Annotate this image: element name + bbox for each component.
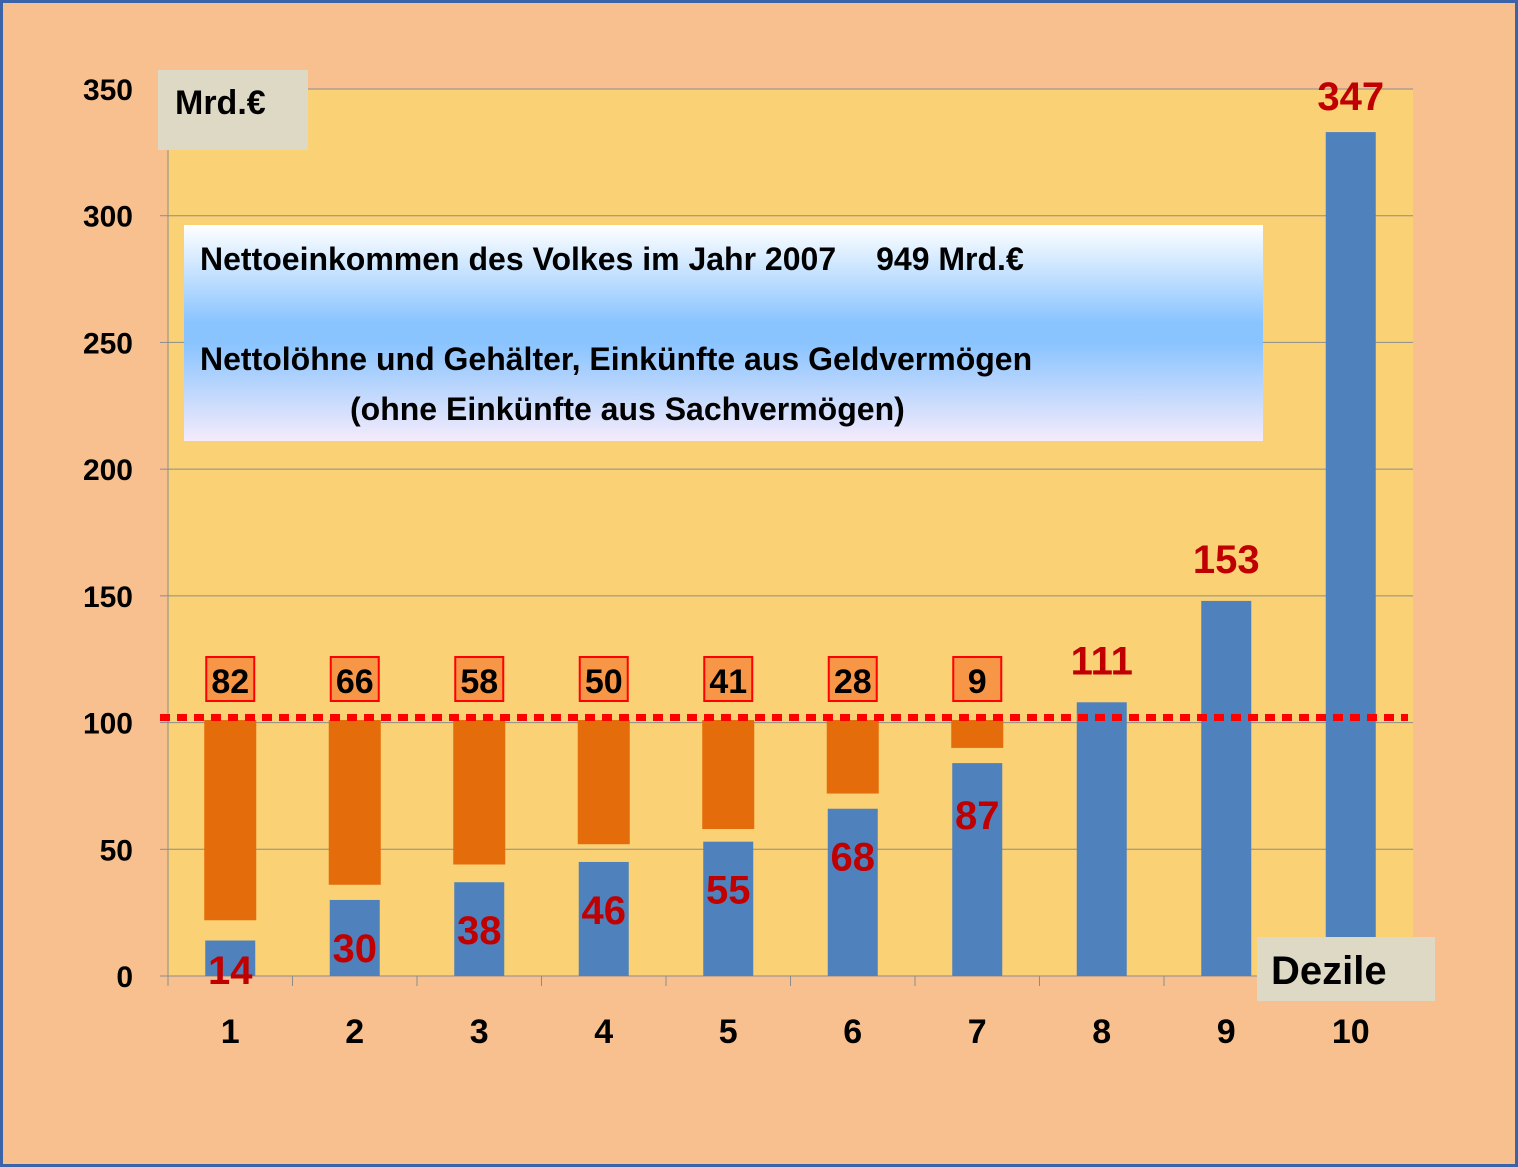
value-label: 87 (955, 794, 1000, 838)
value-labels: 82 66 58 50 41 28 9 14 30 38 46 55 68 87 111 153 347 (205, 75, 1384, 993)
info-line-3: (ohne Einkünfte aus Sachvermögen) (350, 391, 905, 427)
gap-label-box (578, 656, 629, 702)
gap-label: 66 (336, 663, 374, 701)
axis-label-box: Dezile (1257, 937, 1435, 1001)
value-label: 14 (208, 949, 253, 993)
bar (827, 808, 878, 976)
gap-label: 9 (968, 663, 987, 701)
value-label: 46 (582, 889, 627, 933)
info-line-1: Nettoeinkommen des Volkes im Jahr 2007 94… (200, 241, 1024, 278)
bar (703, 841, 754, 976)
x-tick-label: 5 (719, 1013, 738, 1051)
y-tick-label: 200 (83, 454, 133, 487)
gap-label: 50 (585, 663, 623, 701)
gap-bar (204, 720, 257, 921)
x-tick-label: 2 (345, 1013, 364, 1051)
value-label: 68 (831, 836, 876, 880)
gap-label-box (703, 656, 754, 702)
bars (205, 132, 1376, 976)
x-tick-label: 6 (843, 1013, 862, 1051)
gap-label-box (827, 656, 878, 702)
x-tick-label: 4 (594, 1013, 613, 1051)
value-label: 111 (1071, 639, 1133, 683)
unit-label: Mrd.€ (175, 84, 266, 122)
x-tick-label: 10 (1332, 1013, 1370, 1051)
value-label: 55 (706, 869, 751, 913)
gap-bar (702, 720, 755, 830)
gap-label-box (454, 656, 505, 702)
bar (1325, 132, 1376, 976)
y-tick-label: 100 (83, 708, 133, 741)
info-box: Nettoeinkommen des Volkes im Jahr 2007 94… (184, 225, 1263, 441)
gap-label-box (205, 656, 256, 702)
info-amount: 949 Mrd.€ (876, 241, 1024, 277)
info-title: Nettoeinkommen des Volkes im Jahr 2007 (200, 241, 837, 277)
y-tick-label: 300 (83, 201, 133, 234)
bar (329, 899, 380, 976)
gap-label: 28 (834, 663, 872, 701)
x-axis-label: Dezile (1271, 949, 1387, 993)
bar (1201, 600, 1252, 976)
gap-label: 58 (460, 663, 498, 701)
gap-label-box (952, 656, 1003, 702)
value-label: 153 (1193, 538, 1260, 582)
gap-bars (204, 720, 1004, 921)
y-tick-label: 50 (100, 834, 133, 867)
value-label: 347 (1317, 75, 1384, 119)
gap-label-box (329, 656, 380, 702)
gap-bar (826, 720, 879, 794)
x-tick-label: 9 (1217, 1013, 1236, 1051)
value-label: 38 (457, 909, 502, 953)
bar (578, 861, 629, 976)
value-label: 30 (333, 927, 378, 971)
x-tick-label: 3 (470, 1013, 489, 1051)
x-tick-label: 8 (1092, 1013, 1111, 1051)
y-tick-label: 150 (83, 581, 133, 614)
gap-bar (328, 720, 381, 885)
gap-label: 41 (709, 663, 747, 701)
gap-bar (453, 720, 506, 865)
info-line-2: Nettolöhne und Gehälter, Einkünfte aus G… (200, 341, 1033, 377)
x-tick-label: 7 (968, 1013, 987, 1051)
gap-bar (577, 720, 630, 845)
gap-bar (951, 720, 1004, 748)
bar (1076, 702, 1127, 976)
gap-label: 82 (211, 663, 249, 701)
y-tick-label: 0 (116, 961, 133, 994)
y-tick-label: 350 (83, 74, 133, 107)
bar (952, 763, 1003, 976)
x-tick-label: 1 (221, 1013, 240, 1051)
unit-label-box: Mrd.€ (158, 70, 308, 150)
bar (205, 940, 256, 976)
y-tick-label: 250 (83, 327, 133, 360)
bar (454, 882, 505, 976)
